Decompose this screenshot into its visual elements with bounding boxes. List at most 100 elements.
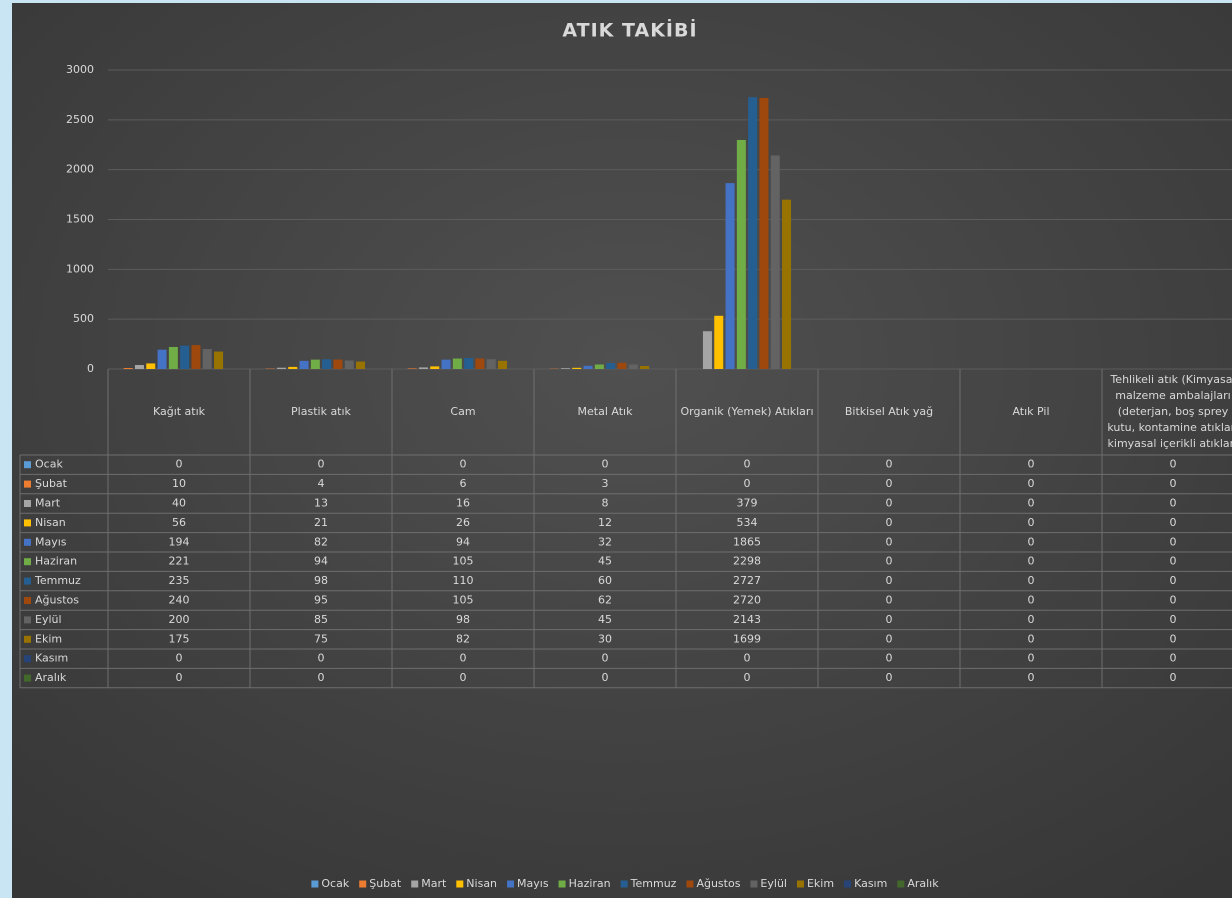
table-value: 235 <box>169 574 190 587</box>
category-label: Atık Pil <box>1012 405 1050 418</box>
table-value: 94 <box>314 555 328 568</box>
legend-label: Eylül <box>760 877 787 890</box>
legend-key <box>24 500 31 507</box>
legend-key <box>686 880 694 888</box>
category-label: Metal Atık <box>577 405 633 418</box>
table-value: 0 <box>886 535 893 548</box>
legend-label: Ağustos <box>696 877 740 890</box>
table-value: 0 <box>460 458 467 471</box>
table-value: 0 <box>744 671 751 684</box>
row-label: Ekim <box>35 632 62 645</box>
bar <box>322 359 332 369</box>
bar <box>475 358 485 369</box>
table-value: 1865 <box>733 535 761 548</box>
table-value: 0 <box>176 652 183 665</box>
table-value: 0 <box>318 458 325 471</box>
bar <box>344 360 354 369</box>
table-value: 21 <box>314 516 328 529</box>
bar <box>583 365 593 369</box>
legend-label: Ocak <box>321 877 349 890</box>
bar <box>498 360 508 369</box>
bar <box>572 367 582 369</box>
table-value: 0 <box>176 458 183 471</box>
category-header: Atık Pil <box>1012 405 1050 418</box>
table-value: 0 <box>744 458 751 471</box>
table-value: 0 <box>1028 652 1035 665</box>
y-tick-label: 500 <box>73 312 94 325</box>
legend-label: Haziran <box>569 877 611 890</box>
table-value: 98 <box>456 613 470 626</box>
bar <box>418 367 428 369</box>
bar <box>617 362 627 369</box>
chart-area <box>12 3 1232 898</box>
table-value: 40 <box>172 497 186 510</box>
table-value: 0 <box>318 671 325 684</box>
row-label: Haziran <box>35 555 77 568</box>
table-value: 0 <box>886 555 893 568</box>
table-value: 98 <box>314 574 328 587</box>
legend-label: Nisan <box>466 877 497 890</box>
bar <box>310 359 320 369</box>
legend: Ocak Şubat Mart Nisan Mayıs Haziran Temmuz Ağus… <box>311 877 939 890</box>
table-value: 2720 <box>733 594 761 607</box>
bar <box>628 364 638 369</box>
bar <box>606 363 616 369</box>
table-value: 0 <box>1170 516 1177 529</box>
table-value: 0 <box>1028 477 1035 490</box>
table-value: 0 <box>1028 594 1035 607</box>
bar <box>180 345 190 369</box>
category-label: Bitkisel Atık yağ <box>844 405 934 418</box>
table-value: 0 <box>886 652 893 665</box>
row-label: Mart <box>35 497 61 510</box>
category-header: Bitkisel Atık yağ <box>844 405 934 418</box>
bar <box>560 368 570 369</box>
chart-title: ATIK TAKİBİ <box>562 18 697 42</box>
table-value: 0 <box>886 594 893 607</box>
legend-key <box>24 461 31 469</box>
table-value: 0 <box>1028 574 1035 587</box>
y-tick-label: 3000 <box>66 63 94 76</box>
legend-label: Ekim <box>807 877 834 890</box>
bar <box>333 359 343 369</box>
bar <box>736 139 746 369</box>
bar <box>356 361 366 369</box>
bar <box>123 368 133 369</box>
table-value: 95 <box>314 594 328 607</box>
table-value: 1699 <box>733 632 761 645</box>
table-value: 10 <box>172 477 186 490</box>
legend-key <box>24 597 31 604</box>
table-value: 4 <box>318 477 325 490</box>
table-value: 0 <box>1170 671 1177 684</box>
table-value: 62 <box>598 594 612 607</box>
bar <box>288 366 298 369</box>
row-label: Temmuz <box>34 574 81 587</box>
table-value: 2298 <box>733 555 761 568</box>
table-value: 0 <box>1170 594 1177 607</box>
bar <box>594 364 604 369</box>
y-tick-label: 1000 <box>66 262 94 275</box>
legend-key <box>897 880 905 888</box>
bar <box>214 351 224 369</box>
bar <box>441 359 451 369</box>
legend-key <box>620 880 628 888</box>
legend-key <box>24 558 31 566</box>
legend-label: Mart <box>421 877 447 890</box>
row-label: Nisan <box>35 516 66 529</box>
category-header: Metal Atık <box>577 405 633 418</box>
y-tick-label: 2500 <box>66 113 94 126</box>
legend-key <box>24 480 31 488</box>
table-value: 3 <box>602 477 609 490</box>
category-header: Kağıt atık <box>153 405 205 418</box>
table-value: 0 <box>1028 458 1035 471</box>
category-label: Tehlikeli atık (Kimyasal malzeme ambalaj… <box>1107 373 1232 450</box>
category-header: Plastik atık <box>291 405 351 418</box>
legend-label: Aralık <box>907 877 939 890</box>
legend-key <box>24 519 31 527</box>
bar <box>191 345 201 369</box>
table-value: 0 <box>1170 497 1177 510</box>
table-value: 0 <box>602 652 609 665</box>
table-value: 379 <box>737 497 758 510</box>
bar <box>759 97 769 369</box>
bar <box>430 366 440 369</box>
